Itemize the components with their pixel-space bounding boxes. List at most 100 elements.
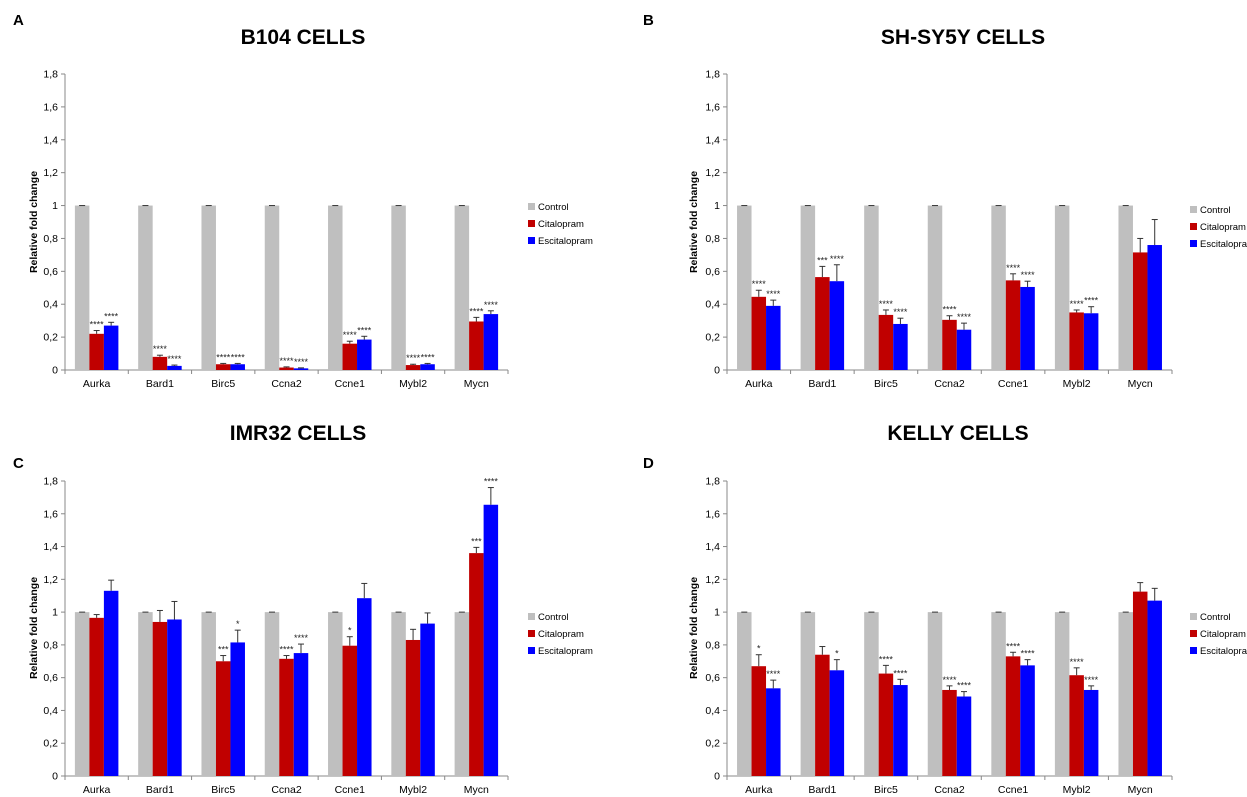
- x-tick-label: Birc5: [211, 784, 235, 796]
- bar-escitalopram: [420, 364, 435, 370]
- bar-control: [800, 205, 816, 370]
- bar-control: [201, 612, 216, 776]
- bar-escitalopram: [766, 305, 781, 370]
- x-tick-label: Ccne1: [998, 378, 1029, 390]
- bar-control: [737, 205, 752, 370]
- significance-label: ****: [879, 654, 894, 664]
- bar-citalopram: [878, 314, 894, 370]
- x-tick-label: Mybl2: [1063, 378, 1091, 390]
- bar-citalopram: [1132, 591, 1148, 776]
- significance-label: ****: [357, 325, 372, 335]
- bar-control: [1054, 612, 1070, 776]
- y-tick-label: 0: [714, 771, 720, 783]
- bar-citalopram: [942, 319, 957, 370]
- bar-citalopram: [279, 658, 294, 776]
- bar-escitalopram: [293, 653, 309, 776]
- x-tick-label: Aurka: [745, 378, 773, 390]
- significance-label: ****: [942, 675, 957, 685]
- significance-label: ****: [1006, 263, 1021, 273]
- legend-label-control: Control: [1200, 205, 1231, 216]
- bar-control: [991, 205, 1006, 370]
- x-tick-label: Aurka: [83, 378, 111, 390]
- legend-label-citalopram: Citalopram: [1200, 222, 1246, 233]
- significance-label: ****: [231, 352, 246, 362]
- y-tick-label: 1,8: [705, 69, 720, 81]
- significance-label: ****: [1070, 299, 1085, 309]
- y-tick-label: 1,6: [43, 101, 58, 113]
- bar-citalopram: [152, 621, 168, 776]
- y-tick-label: 1,4: [43, 134, 58, 146]
- significance-label: ****: [879, 299, 894, 309]
- panel-letter: C: [13, 455, 24, 472]
- y-tick-label: 0,8: [705, 233, 720, 245]
- x-tick-label: Ccna2: [271, 784, 302, 796]
- x-tick-label: Ccne1: [335, 784, 366, 796]
- chart-panel-d: D KELLY CELLS Relative fold change 0 0,2 0,4 0…: [643, 422, 1247, 796]
- y-tick-label: 1,4: [43, 541, 58, 553]
- panel-letter: B: [643, 12, 654, 29]
- y-tick-label: 1: [714, 607, 720, 619]
- legend-swatch-citalopram: [528, 630, 535, 637]
- y-tick-label: 1,2: [43, 167, 58, 179]
- y-tick-label: 0,2: [705, 332, 720, 344]
- legend-label-citalopram: Citalopram: [1200, 629, 1246, 640]
- bar-control: [800, 612, 816, 776]
- bar-control: [138, 205, 153, 370]
- y-tick-label: 0: [52, 771, 58, 783]
- chart-panel-a: A B104 CELLS Relative fold change 0 0,2 0,4 0,…: [13, 12, 593, 390]
- significance-label: ****: [153, 344, 168, 354]
- significance-label: ****: [893, 668, 908, 678]
- x-tick-label: Mybl2: [399, 784, 427, 796]
- bar-control: [264, 205, 280, 370]
- legend-swatch-citalopram: [1190, 223, 1197, 230]
- legend-label-control: Control: [538, 612, 569, 623]
- y-tick-label: 1,8: [43, 69, 58, 81]
- bar-citalopram: [1069, 675, 1084, 776]
- bar-escitalopram: [1147, 245, 1162, 370]
- bar-citalopram: [215, 364, 231, 370]
- bar-escitalopram: [483, 504, 499, 776]
- bar-control: [201, 205, 216, 370]
- y-tick-label: 1,6: [43, 508, 58, 520]
- x-tick-label: Bard1: [808, 784, 836, 796]
- legend-label-control: Control: [1200, 612, 1231, 623]
- legend-swatch-control: [1190, 613, 1197, 620]
- legend-swatch-citalopram: [528, 220, 535, 227]
- x-tick-label: Birc5: [874, 784, 898, 796]
- significance-label: ****: [343, 330, 358, 340]
- x-tick-label: Birc5: [211, 378, 235, 390]
- significance-label: ****: [294, 633, 309, 643]
- bar-escitalopram: [1020, 286, 1035, 370]
- significance-label: *: [757, 644, 761, 654]
- legend-swatch-escitalopram: [1190, 647, 1197, 654]
- significance-label: ****: [167, 354, 182, 364]
- bar-citalopram: [405, 639, 421, 776]
- bar-citalopram: [815, 277, 830, 370]
- significance-label: ****: [104, 311, 119, 321]
- significance-label: ****: [766, 669, 781, 679]
- legend-label-citalopram: Citalopram: [538, 219, 584, 230]
- bar-citalopram: [878, 673, 894, 776]
- y-tick-label: 1,2: [43, 574, 58, 586]
- bar-control: [328, 205, 343, 370]
- significance-label: ****: [279, 356, 294, 366]
- chart-title: KELLY CELLS: [887, 422, 1028, 445]
- y-tick-label: 1: [714, 200, 720, 212]
- significance-label: ****: [1021, 649, 1036, 659]
- bar-escitalopram: [420, 623, 435, 776]
- x-tick-label: Ccna2: [934, 784, 965, 796]
- bar-escitalopram: [956, 329, 972, 370]
- significance-label: ****: [90, 320, 105, 330]
- y-tick-label: 0,2: [43, 332, 58, 344]
- y-tick-label: 0,2: [705, 738, 720, 750]
- significance-label: ****: [1006, 641, 1021, 651]
- bar-citalopram: [215, 661, 231, 776]
- x-tick-label: Mycn: [464, 784, 489, 796]
- bar-control: [328, 612, 343, 776]
- y-tick-label: 1,6: [705, 101, 720, 113]
- x-tick-label: Ccna2: [934, 378, 965, 390]
- bar-citalopram: [942, 689, 957, 776]
- significance-label: *: [348, 626, 352, 636]
- bar-citalopram: [89, 617, 104, 776]
